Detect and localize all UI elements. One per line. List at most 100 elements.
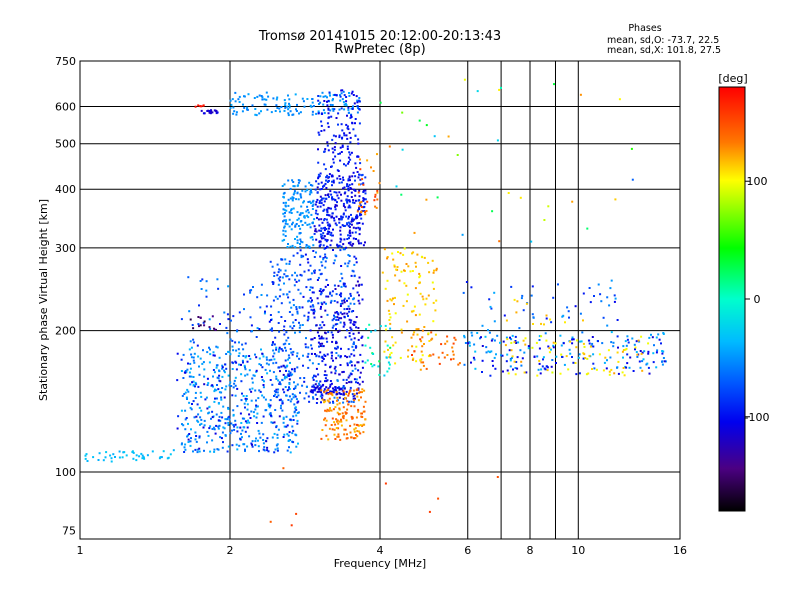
data-point [273,451,276,454]
data-point [201,278,204,281]
data-point [338,136,341,139]
data-point [296,310,299,313]
data-point [561,315,564,318]
data-point [341,145,344,148]
data-point [333,314,335,317]
data-point [282,421,285,424]
data-point [402,304,405,307]
data-point [286,364,289,367]
data-point [324,168,327,171]
data-point [199,316,202,319]
data-point [354,175,357,178]
data-point [243,293,245,296]
data-point [610,331,613,334]
data-point [384,324,387,327]
data-point [188,371,191,374]
data-point [241,359,244,362]
data-point [389,353,391,356]
data-point [330,231,333,234]
data-point [289,418,292,421]
data-point [320,272,323,275]
data-point [392,344,395,347]
data-point [525,302,528,305]
data-point [336,403,339,406]
data-point [452,353,455,356]
data-point [349,222,351,225]
data-point [612,345,615,348]
data-point [310,105,313,108]
data-point [327,230,329,233]
x-axis-label: Frequency [MHz] [334,557,426,570]
data-point [321,397,324,400]
data-point [246,106,249,109]
data-point [284,386,287,388]
data-point [292,321,295,324]
data-point [330,371,333,374]
data-point [473,343,476,346]
data-point [288,260,291,263]
data-point [386,279,389,282]
data-point [232,112,235,115]
data-point [625,347,628,350]
data-point [346,312,349,315]
data-point [299,213,302,216]
data-point [296,412,299,414]
data-point [332,387,334,390]
data-point [347,394,350,397]
data-point [502,370,504,373]
data-point [347,297,350,300]
data-point [323,200,326,203]
data-point [346,437,349,440]
data-point [505,360,508,363]
data-point [582,319,584,322]
data-point [569,340,572,343]
data-point [350,191,353,194]
data-point [219,380,222,383]
data-point [595,368,598,371]
data-point [335,341,338,344]
data-point [360,217,363,220]
data-point [191,324,194,326]
data-point [356,280,359,283]
data-point [622,345,625,348]
data-point [273,343,276,346]
data-point [177,415,180,418]
data-point [388,363,391,366]
data-point [203,449,205,452]
data-point [530,240,533,243]
data-point [420,361,423,364]
data-point [85,453,88,456]
data-point [350,353,353,356]
data-point [292,298,295,301]
data-point [364,361,367,364]
data-point [385,328,387,331]
data-point [296,239,299,242]
data-point [372,170,375,172]
data-point [256,95,259,98]
data-point [311,338,314,341]
data-point [318,175,321,178]
data-point [336,301,339,304]
data-point [446,354,449,356]
data-point [254,389,257,392]
data-point [189,383,192,386]
data-point [321,342,324,345]
data-point [358,228,361,231]
data-point [102,459,105,462]
data-point [244,368,247,371]
data-point [231,429,233,432]
data-point [243,426,246,429]
data-point [299,212,302,215]
data-point [290,398,293,401]
data-point [341,224,344,227]
data-point [334,386,337,389]
data-point [572,338,575,341]
data-point [293,325,296,327]
data-point [358,201,361,204]
data-point [349,136,352,139]
data-point [326,144,329,147]
data-point [513,298,516,301]
data-point [322,197,325,200]
data-point [503,314,506,317]
data-point [322,209,325,212]
